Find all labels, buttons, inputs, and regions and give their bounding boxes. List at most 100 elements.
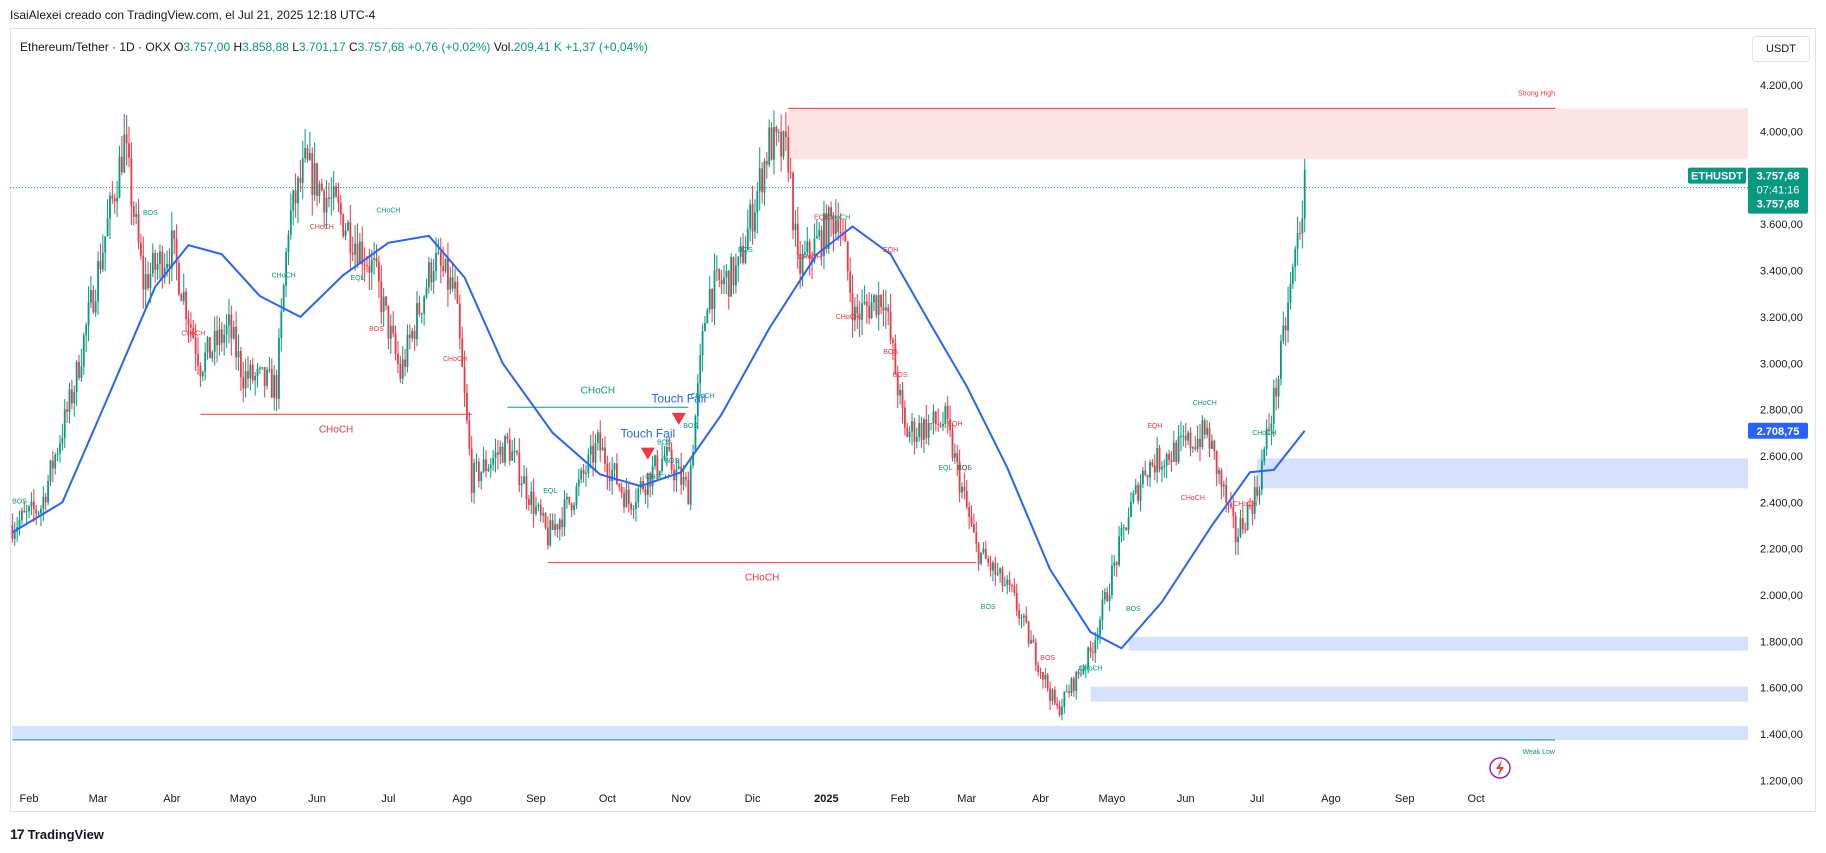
candle-body [551, 520, 554, 530]
structure-annotation: CHoCH [798, 254, 822, 261]
candle-body [161, 251, 164, 278]
candle-body [1039, 671, 1042, 673]
candle-body [1030, 639, 1032, 644]
candle-body [825, 213, 828, 249]
candle-body [225, 325, 228, 335]
candle-body [247, 371, 249, 379]
candle-body [389, 325, 392, 339]
candle-body [1127, 516, 1130, 531]
candle-body [908, 431, 911, 437]
candle-body [637, 488, 640, 502]
structure-annotation: BOS [12, 498, 27, 505]
candle-body [992, 562, 994, 571]
candle-body [1280, 341, 1282, 379]
candle-body [508, 439, 511, 461]
structure-annotation: CHoCH [1078, 665, 1102, 672]
candle-body [532, 491, 535, 514]
candle-body [1094, 640, 1097, 653]
candle-body [116, 197, 118, 202]
y-tick-label: 2.200,00 [1760, 544, 1803, 556]
candle-body [851, 292, 854, 321]
candle-body [1027, 621, 1030, 644]
candle-body [1153, 465, 1156, 473]
candle-body [1077, 671, 1080, 675]
candle-body [925, 419, 928, 438]
y-tick-label: 4.000,00 [1760, 127, 1803, 139]
candle-body [1222, 484, 1225, 487]
y-tick-label: 1.800,00 [1760, 636, 1803, 648]
change-value: +0,76 (+0,02%) [407, 40, 491, 54]
candle-body [477, 461, 480, 482]
candle-body [1101, 599, 1104, 620]
candle-body [423, 296, 426, 314]
candle-body [451, 277, 454, 289]
candle-body [665, 446, 668, 456]
structure-annotation: CHoCH [310, 224, 334, 231]
structure-annotation: BOS [657, 439, 672, 446]
candle-body [630, 503, 633, 510]
candle-body [513, 451, 516, 453]
candle-body [487, 468, 490, 471]
candle-body [606, 463, 609, 477]
structure-annotation: CHoCH [376, 208, 400, 215]
candle-body [316, 163, 318, 197]
candle-body [594, 443, 597, 463]
open-label: O [174, 40, 184, 54]
candle-body [280, 311, 283, 338]
structure-annotation: BOS [1040, 655, 1055, 662]
candle-body [1103, 591, 1106, 600]
candle-body [118, 156, 121, 198]
candle-body [92, 289, 95, 313]
candle-body [30, 501, 33, 507]
candle-body [468, 420, 471, 449]
touch-fail-marker [671, 412, 686, 425]
symbol-name[interactable]: Ethereum/Tether · 1D · OKX [20, 40, 171, 54]
candle-body [206, 337, 209, 353]
candle-body [130, 157, 133, 207]
currency-button[interactable]: USDT [1752, 36, 1810, 62]
candle-body [223, 334, 226, 343]
ma-price-tag [1748, 422, 1808, 439]
candle-body [437, 252, 440, 254]
candle-body [1020, 617, 1023, 619]
candle-body [1237, 536, 1239, 543]
candle-body [1296, 232, 1299, 249]
candle-body [944, 405, 947, 424]
tradingview-logo[interactable]: 17 TradingView [10, 826, 104, 842]
candle-body [261, 367, 264, 369]
candle-body [865, 301, 868, 306]
candle-body [289, 210, 292, 235]
candle-body [894, 343, 897, 375]
candle-body [216, 330, 218, 346]
candle-body [1108, 595, 1111, 602]
candle-body [1080, 673, 1082, 675]
candle-body [1144, 470, 1147, 476]
candle-body [961, 486, 963, 493]
candle-body [232, 326, 235, 339]
candle-body [204, 352, 207, 372]
candle-body [854, 306, 856, 321]
candle-body [32, 501, 35, 510]
candle-body [156, 263, 159, 270]
low-value: 3.701,17 [298, 40, 346, 54]
structure-annotation: BOS [957, 465, 972, 472]
candle-body [596, 432, 599, 444]
candle-body [151, 253, 154, 274]
candle-body [209, 337, 211, 359]
candle-body [1161, 467, 1163, 470]
tradingview-logo-icon: 17 [10, 826, 25, 842]
candle-body [425, 287, 428, 297]
structure-annotation: EQH [1147, 423, 1162, 430]
symbol-legend: Ethereum/Tether · 1D · OKX O3.757,00 H3.… [20, 40, 648, 54]
candle-body [611, 469, 614, 482]
candle-body [492, 458, 495, 465]
candle-body [37, 513, 40, 515]
candle-body [82, 335, 85, 367]
candle-body [975, 532, 978, 544]
candle-body [756, 191, 759, 213]
candle-body [1277, 378, 1280, 397]
candle-body [301, 158, 304, 183]
candle-body [770, 127, 773, 160]
candle-body [144, 274, 147, 290]
